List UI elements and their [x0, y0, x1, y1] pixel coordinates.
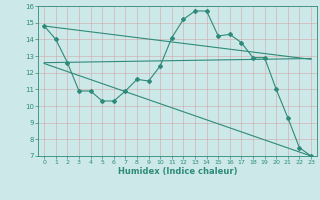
- X-axis label: Humidex (Indice chaleur): Humidex (Indice chaleur): [118, 167, 237, 176]
